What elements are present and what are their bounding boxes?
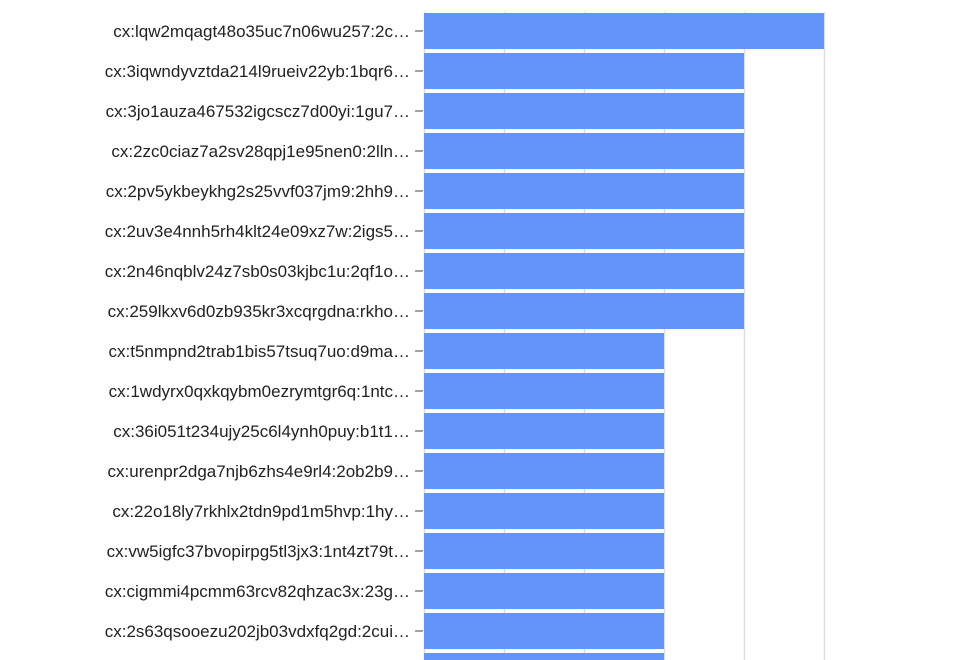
y-tick-label: cx:22o18ly7rkhlx2tdn9pd1m5hvp:1hy… [112, 502, 410, 521]
bar [424, 653, 664, 660]
y-tick-label: cx:36i051t234ujy25c6l4ynh0puy:b1t1… [113, 422, 410, 441]
y-tick-label: cx:3iqwndyvztda214l9rueiv22yb:1bqr6… [105, 62, 410, 81]
y-tick-label: cx:2n46nqblv24z7sb0s03kjbc1u:2qf1o… [105, 262, 410, 281]
y-tick-label: cx:lqw2mqagt48o35uc7n06wu257:2c… [113, 22, 410, 41]
y-tick-label: cx:cigmmi4pcmm63rcv82qhzac3x:23g… [105, 582, 410, 601]
bar [424, 373, 664, 409]
y-tick-label: cx:2pv5ykbeykhg2s25vvf037jm9:2hh9… [106, 182, 410, 201]
bar [424, 93, 744, 129]
bar [424, 573, 664, 609]
bar [424, 13, 824, 49]
y-tick-label: cx:2uv3e4nnh5rh4klt24e09xz7w:2igs5… [105, 222, 410, 241]
y-tick-label: cx:3jo1auza467532igcscz7d00yi:1gu7… [106, 102, 410, 121]
bar [424, 333, 664, 369]
y-tick-label: cx:2zc0ciaz7a2sv28qpj1e95nen0:2lln… [111, 142, 410, 161]
y-tick-label: cx:1wdyrx0qxkqybm0ezrymtgr6q:1ntc… [109, 382, 410, 401]
bar [424, 213, 744, 249]
bar [424, 613, 664, 649]
bar [424, 453, 664, 489]
bar [424, 413, 664, 449]
bar [424, 533, 664, 569]
y-tick-label: cx:t5nmpnd2trab1bis57tsuq7uo:d9ma… [109, 342, 410, 361]
y-tick-label: cx:259lkxv6d0zb935kr3xcqrgdna:rkho… [108, 302, 410, 321]
y-tick-label: cx:urenpr2dga7njb6zhs4e9rl4:2ob2b9… [108, 462, 410, 481]
y-tick-label: cx:vw5igfc37bvopirpg5tl3jx3:1nt4zt79t… [107, 542, 410, 561]
bar [424, 493, 664, 529]
bar [424, 253, 744, 289]
bar [424, 53, 744, 89]
bar [424, 133, 744, 169]
bar [424, 293, 744, 329]
y-tick-label: cx:2s63qsooezu202jb03vdxfq2gd:2cui… [105, 622, 410, 641]
bar [424, 173, 744, 209]
